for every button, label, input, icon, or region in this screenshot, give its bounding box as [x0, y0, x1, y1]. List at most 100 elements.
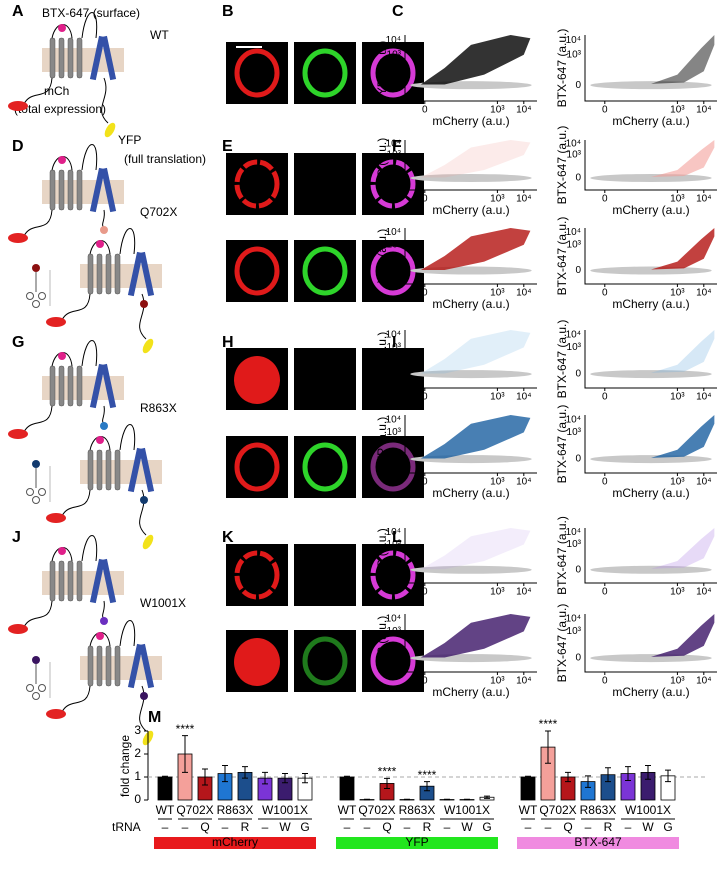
y-axis-label: BTX-647 (a.u.): [555, 516, 569, 595]
y-tick-label: 10⁴: [386, 329, 401, 340]
x-tick-label: 0: [602, 194, 608, 205]
x-tick-label: 0: [422, 477, 428, 488]
x-tick-label: 10³: [670, 676, 685, 687]
helix: [76, 365, 83, 407]
helix-blue: [101, 35, 117, 81]
y-axis-label: YFP (a.u.): [375, 332, 389, 386]
y-axis-label: BTX-647 (a.u.): [555, 405, 569, 484]
axes: [584, 140, 717, 191]
negative-population: [590, 81, 712, 90]
error-bar: [545, 730, 551, 764]
y-tick-label: 10⁴: [386, 35, 401, 46]
helix: [87, 449, 94, 491]
y-axis-label: fold change: [118, 735, 132, 797]
y-tick-label: 10⁴: [566, 329, 581, 340]
x-tick-label: 10⁴: [696, 392, 711, 403]
population: [651, 228, 715, 270]
cell: [370, 442, 416, 492]
x-axis-label: mCherry (a.u.): [612, 297, 689, 311]
negative-population: [590, 565, 712, 574]
category-label: Q702X: [358, 803, 395, 817]
negative-population: [590, 266, 712, 275]
helix-blue: [139, 251, 155, 297]
panel-letter: J: [12, 529, 21, 546]
y-tick-label: 1: [134, 769, 141, 783]
x-tick-label: 10⁴: [516, 477, 531, 488]
group-label: YFP: [405, 835, 428, 849]
trna-label: Q: [382, 820, 391, 834]
group-band: [154, 837, 316, 849]
y-tick-label: 0: [575, 653, 581, 664]
btx-site: [96, 240, 104, 248]
y-tick-label: 10³: [567, 239, 582, 250]
x-tick-label: 10³: [670, 288, 685, 299]
trna-label: –: [545, 820, 552, 834]
trna-loop: [26, 488, 34, 496]
stop-site: [140, 300, 148, 308]
population: [651, 614, 715, 657]
x-tick-label: 10³: [490, 477, 505, 488]
population: [420, 140, 531, 178]
x-tick-label: 10³: [490, 288, 505, 299]
population: [651, 35, 715, 84]
micrograph: [294, 153, 356, 215]
y-tick-label: 0: [395, 265, 401, 276]
negative-population: [590, 370, 712, 379]
y-tick-label: 10⁴: [386, 139, 401, 150]
cell: [234, 442, 280, 492]
helix: [76, 169, 83, 211]
x-axis-label: mCherry (a.u.): [432, 297, 509, 311]
population: [651, 140, 715, 177]
x-tick-label: 10³: [490, 194, 505, 205]
c-tail: [139, 293, 147, 340]
y-tick-label: 10³: [387, 427, 402, 438]
helix: [105, 253, 112, 295]
cell: [302, 246, 348, 296]
mcherry: [8, 624, 28, 634]
stop-site: [140, 692, 148, 700]
y-tick-label: 0: [575, 265, 581, 276]
panel-letter: D: [12, 138, 24, 155]
n-tail: [23, 405, 53, 433]
trna-label: –: [404, 820, 411, 834]
trna-aa: [32, 656, 40, 664]
significance: ****: [378, 765, 397, 779]
yfp: [142, 338, 154, 354]
error-bar: [202, 768, 208, 786]
helix-blue: [127, 643, 143, 689]
btx-site: [96, 436, 104, 444]
x-tick-label: 0: [602, 288, 608, 299]
y-axis-label: YFP (a.u.): [375, 138, 389, 192]
error-bar: [344, 775, 350, 779]
error-bar: [384, 777, 390, 789]
category-label: WT: [156, 803, 175, 817]
panel-letter: K: [222, 529, 234, 546]
y-tick-label: 0: [395, 454, 401, 465]
trna-label: –: [364, 820, 371, 834]
y-tick-label: 0: [575, 454, 581, 465]
helix-blue: [139, 643, 155, 689]
cell: [234, 159, 280, 209]
negative-population: [590, 174, 712, 182]
trna-label: –: [222, 820, 229, 834]
x-axis-label: mCherry (a.u.): [432, 114, 509, 128]
c-tail: [102, 405, 105, 425]
trna-label: G: [663, 820, 672, 834]
y-axis-label: BTX-647 (a.u.): [555, 320, 569, 399]
n-tail: [23, 600, 53, 628]
x-tick-label: 10⁴: [696, 288, 711, 299]
trna-label: –: [162, 820, 169, 834]
x-tick-label: 10³: [670, 194, 685, 205]
error-bar: [242, 766, 248, 779]
y-tick-label: 0: [395, 653, 401, 664]
cell: [370, 550, 416, 600]
helix: [76, 560, 83, 602]
significance: ****: [176, 722, 195, 736]
loop: [119, 620, 136, 647]
category-label: R863X: [580, 803, 617, 817]
btx-site: [96, 632, 104, 640]
x-tick-label: 0: [422, 676, 428, 687]
y-axis-label: BTX-647 (a.u.): [555, 29, 569, 108]
negative-population: [410, 174, 532, 182]
